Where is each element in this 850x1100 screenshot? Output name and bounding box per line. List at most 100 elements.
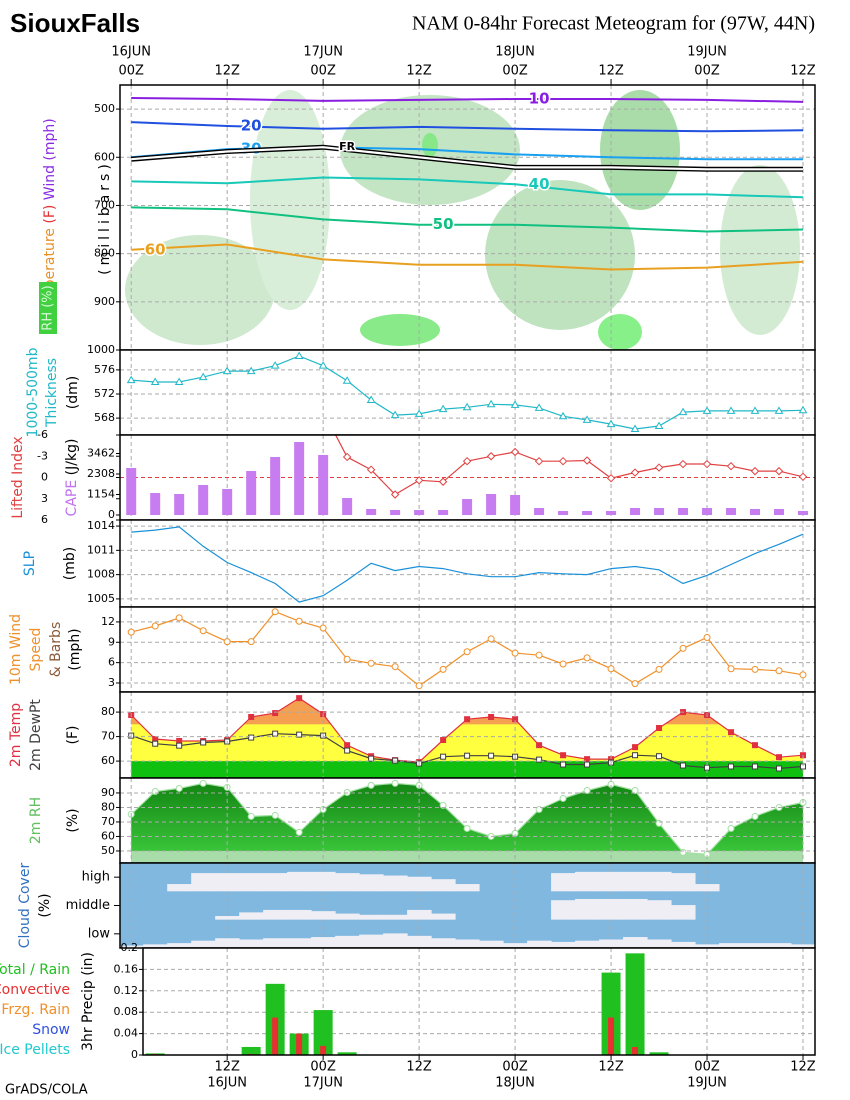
precip-bar (625, 953, 645, 1055)
cloud-bar (287, 938, 312, 948)
axis-title-part: (F) (65, 726, 81, 745)
cloud-bar (359, 934, 384, 948)
bar (126, 467, 137, 516)
cloud-bar (599, 939, 624, 948)
axis-title: Cloud Cover (17, 863, 33, 949)
marker (584, 761, 591, 768)
marker (559, 660, 567, 668)
bar (702, 508, 713, 516)
panel-plot (120, 607, 815, 692)
cloud-bar (239, 939, 264, 948)
bar (798, 511, 809, 516)
cloud-bar (695, 884, 720, 892)
axis-title: (dm) (65, 376, 81, 409)
marker (464, 716, 471, 723)
cloud-bar (575, 898, 600, 920)
axis-title: (mb) (62, 547, 78, 580)
panel-frame (142, 947, 816, 1056)
marker (462, 402, 472, 411)
y2-tick-label: 2308 (87, 467, 115, 480)
marker (272, 730, 279, 737)
marker (462, 457, 472, 466)
isotherm (131, 121, 804, 133)
fill-band (131, 761, 804, 778)
y-tick-label: 700 (94, 198, 115, 211)
panel-plot (120, 520, 815, 607)
line (131, 526, 804, 603)
axis-title-part: Wind (mph) (42, 118, 58, 200)
marker (463, 648, 471, 656)
bar (294, 442, 305, 516)
marker (728, 763, 735, 770)
grid (143, 948, 815, 1055)
marker (200, 739, 207, 746)
cloud-bar (431, 938, 456, 948)
axis-title-part: Cloud Cover (17, 863, 33, 949)
cloud-bar (167, 943, 192, 948)
axis-title: (F) (65, 726, 81, 745)
date-label: 19JUN (687, 45, 727, 60)
cloud-bar (623, 871, 648, 892)
bar (270, 456, 281, 516)
y-tick-label: 1000 (87, 343, 115, 356)
axis-title-part: (%) (65, 808, 81, 832)
axis-title: Thickness (44, 358, 60, 428)
bar (750, 509, 761, 516)
cloud-bar (551, 900, 576, 920)
marker (151, 622, 159, 630)
grid (120, 607, 815, 692)
cloud-bar (431, 879, 456, 892)
cloud-bar (575, 940, 600, 948)
marker (535, 651, 543, 659)
marker (294, 351, 304, 360)
marker (775, 667, 783, 675)
bar (606, 511, 617, 516)
cloud-bar (263, 909, 288, 920)
axis-title: 2m RH (28, 797, 44, 844)
marker (295, 828, 303, 836)
marker (440, 753, 447, 760)
bar (246, 470, 257, 516)
marker (248, 734, 255, 741)
marker (391, 663, 399, 671)
date-label: 18JUN (495, 45, 535, 60)
marker (751, 812, 759, 820)
cloud-bar (599, 871, 624, 892)
y-tick-label: 1005 (87, 592, 115, 605)
cloud-bar (239, 873, 264, 892)
y-tick-label: 600 (94, 150, 115, 163)
marker (654, 463, 664, 472)
cloud-bar (215, 873, 240, 892)
cloud-bar (311, 937, 336, 948)
precip-bar (649, 1052, 669, 1055)
y-tick-label: 0.16 (114, 962, 139, 975)
marker (175, 784, 183, 792)
marker (440, 737, 447, 744)
marker (344, 747, 351, 754)
y-tick-label: 80 (101, 705, 115, 718)
axis-title: 3hr Precip (in) (80, 952, 96, 1051)
axis-title-part: 2m Temp (8, 703, 24, 767)
marker (534, 403, 544, 411)
cloud-bar (431, 913, 456, 920)
cloud-bar (335, 873, 360, 892)
y2-tick-label: 3462 (87, 446, 115, 459)
rh-shading (125, 90, 800, 350)
y-tick-label: 9 (108, 635, 115, 648)
axis-title: (%) (65, 808, 81, 832)
cloud-bar (311, 871, 336, 892)
marker (654, 421, 664, 429)
legend-entry: Convective (0, 982, 70, 998)
y-tick-label: low (88, 926, 111, 941)
axis-title: CAPE (J/kg) (64, 439, 80, 517)
marker (560, 752, 567, 759)
marker (631, 680, 639, 688)
marker (798, 472, 808, 481)
date-label: 19JUN (687, 1076, 727, 1091)
y-tick-label: 1011 (87, 543, 115, 556)
y-tick-label: 0.08 (114, 1005, 139, 1018)
marker (247, 812, 255, 820)
marker (655, 665, 663, 673)
precip-bar (601, 972, 621, 1055)
marker (799, 671, 807, 679)
